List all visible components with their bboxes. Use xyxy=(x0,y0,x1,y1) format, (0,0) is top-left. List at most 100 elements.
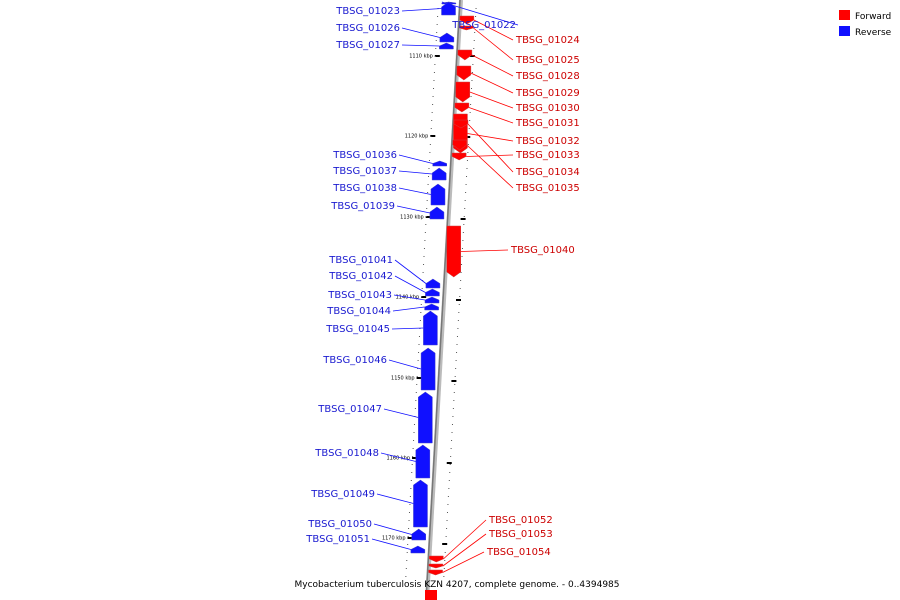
gene-connector xyxy=(392,306,425,312)
gene-feature-tbsg_01040[interactable] xyxy=(446,225,461,278)
gene-feature-tbsg_01047[interactable] xyxy=(418,391,433,444)
gene-connector xyxy=(473,27,514,61)
gene-label-tbsg_01050[interactable]: TBSG_01050 xyxy=(307,519,372,530)
gene-feature-tbsg_01031[interactable] xyxy=(454,102,470,113)
minor-tick xyxy=(427,192,429,193)
minor-tick xyxy=(473,40,475,41)
minor-tick xyxy=(424,240,426,241)
gene-feature-tbsg_01027[interactable] xyxy=(439,42,454,50)
gene-connector xyxy=(467,123,514,173)
gene-label-tbsg_01025[interactable]: TBSG_01025 xyxy=(515,55,580,66)
gene-feature-tbsg_01049[interactable] xyxy=(413,479,428,528)
gene-label-tbsg_01046[interactable]: TBSG_01046 xyxy=(322,355,387,366)
gene-label-tbsg_01044[interactable]: TBSG_01044 xyxy=(326,306,391,317)
minor-tick xyxy=(425,224,427,225)
gene-label-tbsg_01027[interactable]: TBSG_01027 xyxy=(335,40,400,51)
gene-connector xyxy=(470,72,514,94)
gene-label-tbsg_01045[interactable]: TBSG_01045 xyxy=(325,324,390,335)
gene-label-tbsg_01038[interactable]: TBSG_01038 xyxy=(332,183,397,194)
gene-feature-tbsg_01029[interactable] xyxy=(456,65,472,81)
gene-feature-tbsg_01030[interactable] xyxy=(455,81,471,103)
gene-feature-tbsg_01050[interactable] xyxy=(411,528,426,541)
gene-feature-partial xyxy=(425,590,437,600)
gene-label-tbsg_01029[interactable]: TBSG_01029 xyxy=(515,88,580,99)
gene-feature-tbsg_01039[interactable] xyxy=(429,206,445,220)
minor-tick xyxy=(412,456,414,457)
minor-tick xyxy=(422,272,424,273)
gene-label-tbsg_01026[interactable]: TBSG_01026 xyxy=(335,23,400,34)
gene-label-tbsg_01042[interactable]: TBSG_01042 xyxy=(328,271,393,282)
minor-tick xyxy=(455,368,457,369)
gene-feature-tbsg_01034[interactable] xyxy=(453,119,469,129)
tick-mark xyxy=(465,136,471,138)
gene-feature-tbsg_01054[interactable] xyxy=(428,569,443,576)
gene-feature-tbsg_01025[interactable] xyxy=(459,25,474,31)
gene-feature-tbsg_01023[interactable] xyxy=(441,1,456,16)
gene-feature-tbsg_01038[interactable] xyxy=(430,183,446,206)
minor-tick xyxy=(454,384,456,385)
gene-feature-tbsg_01052[interactable] xyxy=(429,555,444,563)
gene-feature-tbsg_01053[interactable] xyxy=(428,563,444,569)
gene-label-tbsg_01049[interactable]: TBSG_01049 xyxy=(310,489,375,500)
gene-feature-tbsg_01024[interactable] xyxy=(459,15,475,25)
minor-tick xyxy=(461,248,463,249)
minor-tick xyxy=(466,176,468,177)
tick-label: 1170 kbp xyxy=(382,536,406,542)
gene-feature-tbsg_01044[interactable] xyxy=(424,303,439,311)
minor-tick xyxy=(457,320,459,321)
gene-feature-tbsg_01033[interactable] xyxy=(451,152,467,161)
gene-label-tbsg_01051[interactable]: TBSG_01051 xyxy=(305,534,370,545)
gene-feature-tbsg_01041[interactable] xyxy=(425,278,441,289)
gene-label-tbsg_01040[interactable]: TBSG_01040 xyxy=(510,245,575,256)
gene-label-tbsg_01039[interactable]: TBSG_01039 xyxy=(330,201,395,212)
minor-tick xyxy=(472,64,474,65)
minor-tick xyxy=(456,344,458,345)
gene-label-tbsg_01024[interactable]: TBSG_01024 xyxy=(515,35,580,46)
gene-label-tbsg_01030[interactable]: TBSG_01030 xyxy=(515,103,580,114)
gene-connector xyxy=(469,91,514,109)
gene-label-tbsg_01048[interactable]: TBSG_01048 xyxy=(314,448,379,459)
gene-feature-tbsg_01045[interactable] xyxy=(423,310,438,346)
minor-tick xyxy=(469,112,471,113)
gene-label-tbsg_01047[interactable]: TBSG_01047 xyxy=(317,404,382,415)
minor-tick xyxy=(420,304,422,305)
gene-label-tbsg_01031[interactable]: TBSG_01031 xyxy=(515,118,580,129)
gene-feature-tbsg_01048[interactable] xyxy=(415,444,431,479)
minor-tick xyxy=(446,520,448,521)
gene-label-tbsg_01035[interactable]: TBSG_01035 xyxy=(515,183,580,194)
minor-tick xyxy=(410,480,412,481)
gene-label-tbsg_01041[interactable]: TBSG_01041 xyxy=(328,255,393,266)
minor-tick xyxy=(460,280,462,281)
gene-label-tbsg_01037[interactable]: TBSG_01037 xyxy=(332,166,397,177)
gene-label-tbsg_01036[interactable]: TBSG_01036 xyxy=(332,150,397,161)
tick-label: 1130 kbp xyxy=(400,215,424,221)
gene-label-tbsg_01023[interactable]: TBSG_01023 xyxy=(335,6,400,17)
minor-tick xyxy=(405,568,407,569)
gene-label-tbsg_01043[interactable]: TBSG_01043 xyxy=(327,290,392,301)
gene-label-tbsg_01054[interactable]: TBSG_01054 xyxy=(486,547,551,558)
gene-feature-tbsg_01037[interactable] xyxy=(431,167,447,181)
gene-feature-tbsg_01051[interactable] xyxy=(410,545,426,554)
gene-label-tbsg_01052[interactable]: TBSG_01052 xyxy=(488,515,553,526)
gene-label-tbsg_01033[interactable]: TBSG_01033 xyxy=(515,150,580,161)
minor-tick xyxy=(471,80,473,81)
minor-tick xyxy=(461,256,463,257)
gene-feature-tbsg_01046[interactable] xyxy=(420,347,436,391)
minor-tick xyxy=(415,400,417,401)
gene-label-tbsg_01032[interactable]: TBSG_01032 xyxy=(515,136,580,147)
gene-feature-tbsg_01026[interactable] xyxy=(439,32,455,43)
tick-mark xyxy=(416,377,422,379)
gene-feature-tbsg_01042[interactable] xyxy=(425,288,440,297)
gene-feature-tbsg_01035[interactable] xyxy=(452,139,468,151)
gene-connector xyxy=(401,27,440,38)
tick-mark xyxy=(446,462,452,464)
gene-label-tbsg_01022[interactable]: TBSG_01022 xyxy=(451,20,516,31)
gene-feature-tbsg_01028[interactable] xyxy=(457,49,473,61)
gene-label-tbsg_01034[interactable]: TBSG_01034 xyxy=(515,167,580,178)
minor-tick xyxy=(435,48,437,49)
gene-feature-tbsg_01036[interactable] xyxy=(432,160,447,167)
gene-label-tbsg_01028[interactable]: TBSG_01028 xyxy=(515,71,580,82)
minor-tick xyxy=(471,72,473,73)
gene-label-tbsg_01053[interactable]: TBSG_01053 xyxy=(488,529,553,540)
gene-feature-tbsg_01043[interactable] xyxy=(424,296,440,304)
